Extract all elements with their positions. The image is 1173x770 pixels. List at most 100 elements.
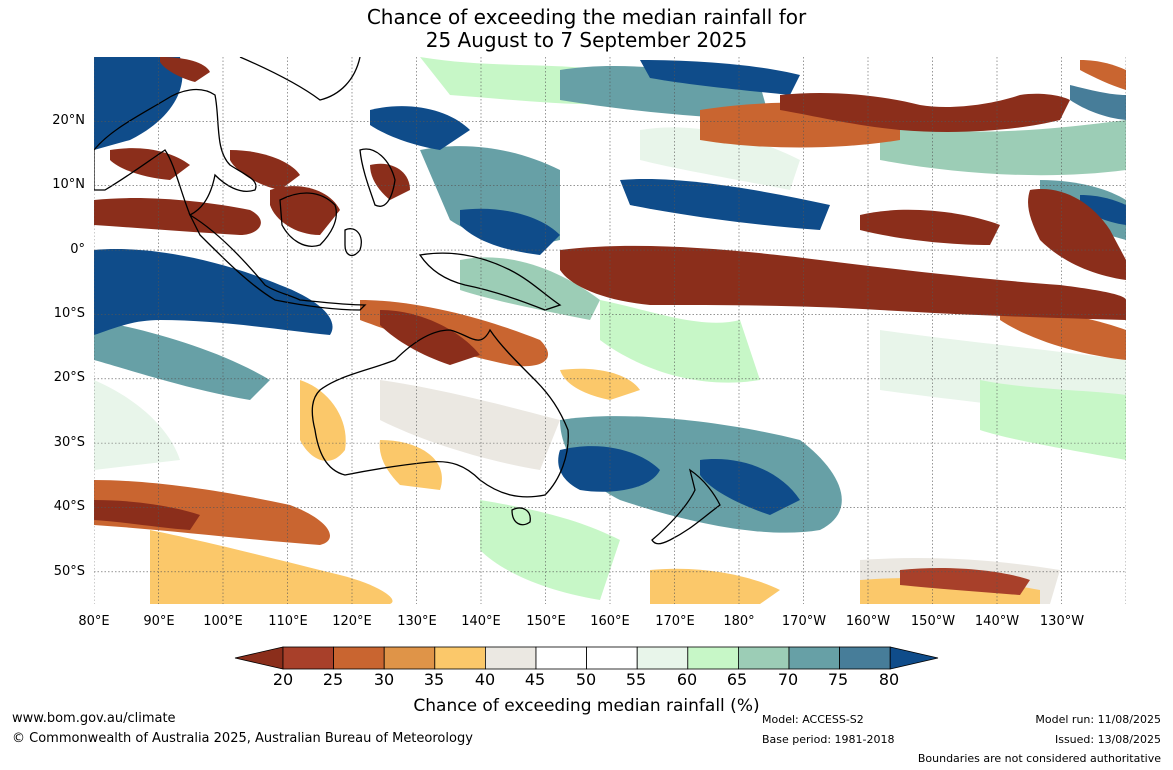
anomaly-region [370, 163, 410, 200]
anomaly-region [94, 500, 200, 530]
lon-label: 180° [723, 614, 755, 629]
anomaly-region [94, 380, 180, 470]
anomaly-region [160, 57, 210, 82]
anomaly-region [379, 440, 442, 490]
colorbar-tick-label: 60 [676, 670, 698, 689]
anomaly-region [480, 500, 620, 600]
asia-mainland-outline [94, 88, 257, 216]
anomaly-region [460, 208, 560, 255]
lat-label: 50°S [53, 564, 85, 579]
australia-outline [311, 328, 569, 498]
anomaly-region [94, 249, 333, 335]
colorbar-tick-label: 30 [373, 670, 395, 689]
anomaly-region [1070, 85, 1126, 120]
anomaly-region [640, 127, 800, 190]
colorbar-cell [333, 646, 385, 670]
lon-label: 90°E [143, 614, 175, 629]
colorbar-cell [535, 646, 587, 670]
lon-label: 130°E [397, 614, 437, 629]
lat-label: 20°S [53, 370, 85, 385]
lat-label: 20°N [52, 113, 85, 128]
colorbar-tick-label: 65 [726, 670, 748, 689]
anomaly-region [1080, 195, 1126, 225]
borneo-outline [279, 192, 337, 247]
colorbar-tick-label: 40 [474, 670, 496, 689]
lon-label: 100°E [203, 614, 243, 629]
copyright-text: © Commonwealth of Australia 2025, Austra… [12, 731, 473, 746]
colorbar-tick-label: 80 [878, 670, 900, 689]
colorbar-cell [383, 646, 436, 670]
anomaly-region [380, 380, 560, 470]
anomaly-region [560, 245, 1126, 320]
anomaly-region [1028, 189, 1126, 280]
lon-label: 170°E [655, 614, 695, 629]
anomaly-region [880, 120, 1126, 176]
rainfall-anomaly-layer [94, 57, 1126, 604]
lon-label: 140°W [974, 614, 1020, 629]
lon-label: 150°E [526, 614, 566, 629]
anomaly-region [860, 209, 1000, 245]
anomaly-region [650, 568, 780, 604]
colorbar-cell [434, 646, 486, 670]
lon-label: 160°E [590, 614, 630, 629]
anomaly-region [780, 93, 1070, 132]
philippines-outline [359, 148, 396, 207]
tasmania-outline [511, 507, 531, 526]
rainfall-map [94, 57, 1126, 604]
anomaly-region [230, 150, 300, 190]
colorbar-tick-label: 50 [575, 670, 597, 689]
lon-label: 130°W [1039, 614, 1085, 629]
colorbar-tick-label: 75 [827, 670, 849, 689]
anomaly-region [150, 530, 393, 604]
lon-label: 170°W [781, 614, 827, 629]
anomaly-region [1080, 60, 1126, 90]
anomaly-region [560, 368, 640, 400]
lat-label: 0° [70, 242, 85, 257]
new-guinea-outline [418, 252, 562, 311]
lon-label: 150°W [910, 614, 956, 629]
colorbar-extend-high [889, 646, 939, 670]
anomaly-region [460, 257, 600, 320]
website-link[interactable]: www.bom.gov.au/climate [12, 711, 176, 726]
colorbar-cell [788, 646, 840, 670]
colorbar-tick-label: 25 [322, 670, 344, 689]
colorbar-cell [839, 646, 891, 670]
disclaimer-text: Boundaries are not considered authoritat… [917, 752, 1161, 765]
model-run-text: Model run: 11/08/2025 [1035, 713, 1161, 726]
sulawesi-outline [344, 228, 362, 257]
colorbar-cell [636, 646, 689, 670]
anomaly-region [94, 57, 183, 150]
anomaly-region [980, 380, 1126, 460]
anomaly-region [94, 480, 330, 545]
colorbar-tick-label: 70 [777, 670, 799, 689]
graticule [94, 57, 1126, 604]
map-title-line2: 25 August to 7 September 2025 [425, 28, 748, 52]
lat-label: 40°S [53, 499, 85, 514]
issued-text: Issued: 13/08/2025 [1054, 733, 1161, 746]
colorbar-tick-label: 45 [524, 670, 546, 689]
lon-label: 120°E [332, 614, 372, 629]
lat-label: 30°S [53, 435, 85, 450]
anomaly-region [94, 198, 261, 235]
map-title-line1: Chance of exceeding the median rainfall … [366, 5, 807, 29]
colorbar-extend-low [234, 646, 284, 670]
new-zealand-outline [651, 468, 721, 545]
colorbar-cell [738, 646, 790, 670]
colorbar-cell [586, 646, 638, 670]
lon-label: 140°E [461, 614, 501, 629]
anomaly-region [600, 300, 760, 383]
colorbar-tick-label: 55 [625, 670, 647, 689]
anomaly-region [380, 310, 480, 365]
colorbar-cell [484, 646, 537, 670]
anomaly-region [94, 320, 270, 400]
colorbar-tick-label: 35 [423, 670, 445, 689]
indonesia-outline [188, 213, 367, 311]
base-period-text: Base period: 1981-2018 [762, 733, 895, 746]
anomaly-region [370, 106, 470, 150]
colorbar-tick-label: 20 [272, 670, 294, 689]
anomaly-region [300, 380, 346, 461]
coastlines [94, 57, 721, 545]
colorbar-cell [687, 646, 739, 670]
anomaly-region [620, 179, 830, 230]
lat-label: 10°S [53, 306, 85, 321]
